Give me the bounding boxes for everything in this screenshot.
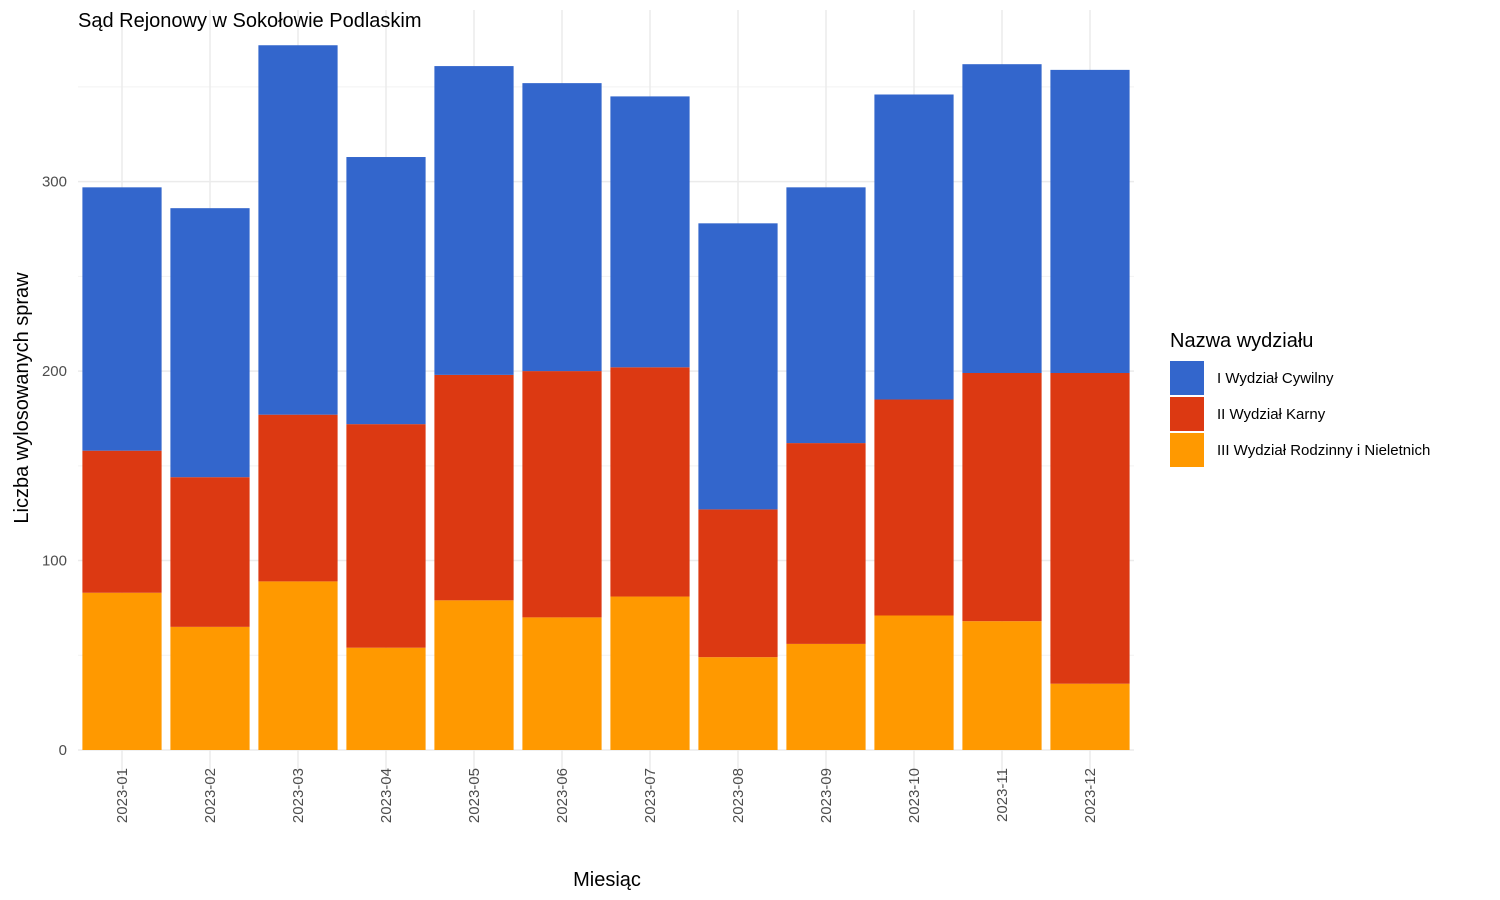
y-tick-label: 200: [42, 363, 67, 380]
bar-segment: [786, 443, 866, 644]
bar-segment: [610, 596, 690, 750]
legend: Nazwa wydziału I Wydział Cywilny II Wydzi…: [1170, 330, 1430, 467]
bar-segment: [698, 223, 778, 510]
x-tick-label: 2023-02: [202, 768, 219, 823]
bar-segment: [82, 187, 162, 451]
bar-segment: [346, 157, 426, 425]
bar-segment: [82, 450, 162, 593]
bar-segment: [82, 592, 162, 750]
bar-segment: [346, 647, 426, 750]
bar-segment: [962, 64, 1042, 373]
bar-segment: [786, 187, 866, 444]
bar-segment: [698, 657, 778, 750]
y-tick-label: 300: [42, 174, 67, 191]
bar-segment: [962, 372, 1042, 622]
legend-title: Nazwa wydziału: [1170, 330, 1313, 352]
bar-segment: [874, 94, 954, 400]
bar-segment: [170, 208, 250, 478]
legend-label: III Wydział Rodzinny i Nieletnich: [1217, 442, 1430, 459]
legend-key: [1170, 433, 1204, 467]
x-tick-label: 2023-10: [906, 768, 923, 823]
x-tick-label: 2023-05: [466, 768, 483, 823]
x-axis-ticks: 2023-01 2023-02 2023-03 2023-04 2023-05 2023-…: [114, 768, 1099, 823]
bar-segment: [434, 600, 514, 750]
bars: [82, 45, 1130, 750]
bar-segment: [1050, 69, 1130, 373]
bar-segment: [874, 399, 954, 616]
legend-label: I Wydział Cywilny: [1217, 370, 1334, 387]
y-tick-label: 100: [42, 553, 67, 570]
bar-segment: [258, 45, 338, 415]
bar-segment: [610, 367, 690, 597]
bar-segment: [1050, 683, 1130, 750]
legend-key: [1170, 397, 1204, 431]
legend-label: II Wydział Karny: [1217, 406, 1326, 423]
x-tick-label: 2023-06: [554, 768, 571, 823]
legend-key: [1170, 361, 1204, 395]
x-tick-label: 2023-07: [642, 768, 659, 823]
bar-segment: [1050, 372, 1130, 684]
bar-segment: [522, 371, 602, 618]
bar-segment: [170, 477, 250, 627]
bar-segment: [874, 615, 954, 750]
bar-segment: [346, 424, 426, 648]
bar-segment: [522, 83, 602, 372]
bar-segment: [434, 66, 514, 375]
y-axis-ticks: 0 100 200 300: [42, 174, 67, 759]
y-tick-label: 0: [59, 742, 67, 759]
x-tick-label: 2023-09: [818, 768, 835, 823]
bar-segment: [786, 643, 866, 750]
bar-segment: [522, 617, 602, 750]
x-axis-title: Miesiąc: [573, 869, 641, 891]
x-tick-label: 2023-01: [114, 768, 131, 823]
x-tick-label: 2023-03: [290, 768, 307, 823]
bar-segment: [698, 509, 778, 658]
chart-title: Sąd Rejonowy w Sokołowie Podlaskim: [78, 10, 422, 32]
x-tick-label: 2023-12: [1082, 768, 1099, 823]
bar-segment: [610, 96, 690, 368]
bar-segment: [962, 621, 1042, 750]
x-tick-label: 2023-04: [378, 768, 395, 823]
bar-segment: [258, 414, 338, 582]
x-tick-label: 2023-11: [994, 768, 1011, 822]
x-tick-label: 2023-08: [730, 768, 747, 823]
y-axis-title: Liczba wylosowanych spraw: [11, 272, 33, 524]
bar-segment: [434, 374, 514, 601]
bar-segment: [258, 581, 338, 750]
bar-segment: [170, 626, 250, 750]
